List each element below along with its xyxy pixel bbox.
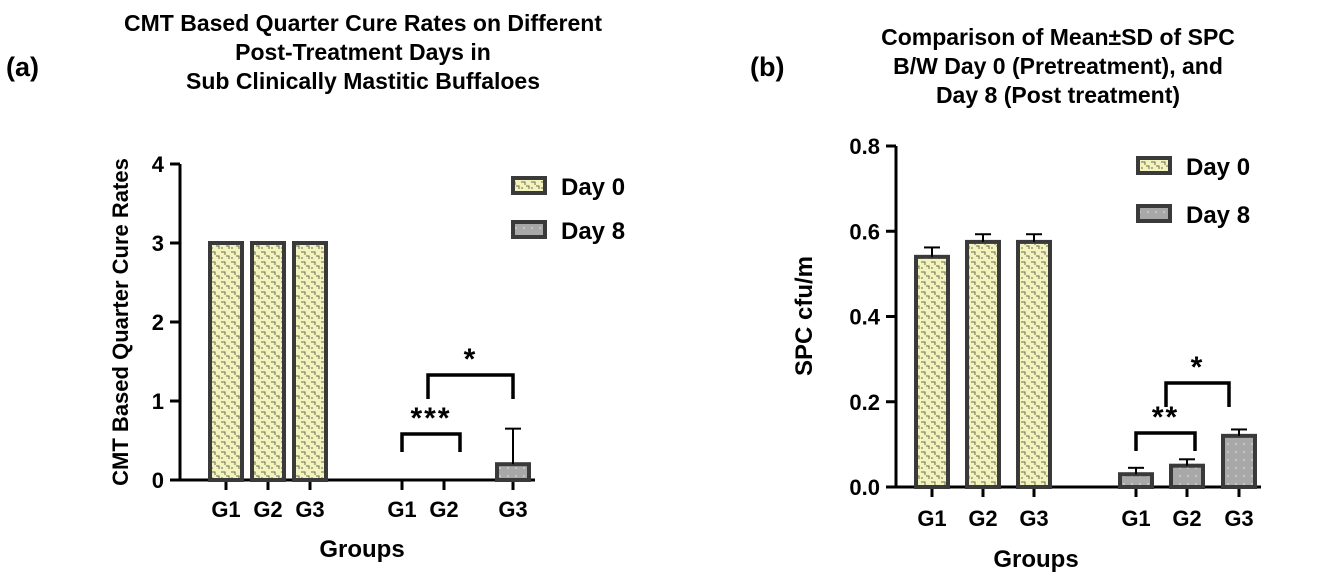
- panel-a-title-line-2: Post-Treatment Days in: [235, 39, 491, 65]
- panel-b-x-tick-label: G3: [1224, 506, 1253, 531]
- panel-a-y-tick-label: 4: [152, 152, 165, 177]
- panel-b-x-tick-label: G1: [917, 506, 946, 531]
- panel-a-legend-swatch-day-8: [511, 220, 547, 239]
- panel-a-label: (a): [6, 52, 39, 82]
- panel-a-x-tick-label: G2: [429, 497, 458, 522]
- panel-a-bar-day-0-g2: [250, 241, 286, 482]
- panel-b-bar-day-0-g3: [1016, 239, 1052, 489]
- panel-a-significance-label: *: [464, 343, 478, 376]
- panel-b-legend-swatch-day-0: [1136, 156, 1172, 175]
- panel-a-significance-bracket: [426, 373, 515, 399]
- panel-b-y-tick-label: 0.0: [849, 475, 880, 500]
- panel-b-bar-day-8-g1: [1118, 472, 1154, 489]
- panel-b-significance-bracket: [1134, 431, 1197, 451]
- panel-b-y-axis-label: SPC cfu/m: [791, 256, 818, 376]
- panel-b-legend-swatch-day-8: [1136, 204, 1172, 223]
- panel-a-x-tick-label: G1: [387, 497, 416, 522]
- panel-b-x-tick-label: G3: [1019, 506, 1048, 531]
- panel-a-legend-swatch-day-0: [511, 176, 547, 195]
- panel-a-bar-day-0-g1: [208, 241, 244, 482]
- panel-b-bar-day-0-g2: [965, 239, 1001, 489]
- panel-b-x-tick-label: G1: [1121, 506, 1150, 531]
- panel-a-x-tick-label: G2: [253, 497, 282, 522]
- panel-a-significance-label: ***: [410, 402, 451, 435]
- panel-b-bar-day-8-g3: [1221, 433, 1257, 490]
- panel-b-bar-day-8-g2: [1169, 463, 1205, 489]
- panel-a-bar-day-0-g3: [292, 241, 328, 482]
- panel-b-y-tick-label: 0.6: [849, 219, 880, 244]
- panel-b-title-line-1: Comparison of Mean±SD of SPC: [881, 24, 1235, 50]
- panel-a-y-tick-label: 0: [152, 468, 164, 493]
- panel-b-title-line-2: B/W Day 0 (Pretreatment), and: [893, 53, 1223, 79]
- panel-a-y-axis-label: CMT Based Quarter Cure Rates: [108, 158, 133, 486]
- panel-a-title-line-3: Sub Clinically Mastitic Buffaloes: [186, 68, 540, 94]
- panel-a-bar-day-8-g3: [495, 462, 531, 483]
- panel-a-title-line-1: CMT Based Quarter Cure Rates on Differen…: [124, 10, 602, 36]
- panel-a-y-tick-label: 1: [152, 389, 164, 414]
- panel-a-x-tick-label: G3: [295, 497, 324, 522]
- panel-a-y-tick-label: 3: [152, 231, 164, 256]
- panel-b-label: (b): [750, 52, 784, 82]
- panel-b: (b) Comparison of Mean±SD of SPC B/W Day…: [750, 24, 1261, 573]
- panel-b-x-tick-label: G2: [968, 506, 997, 531]
- panel-b-legend-label-day-0: Day 0: [1186, 154, 1250, 181]
- panel-a-legend-label-day-0: Day 0: [561, 174, 625, 201]
- panel-a-x-axis-label: Groups: [319, 536, 404, 563]
- panel-b-legend-label-day-8: Day 8: [1186, 202, 1250, 229]
- panel-b-significance-bracket: [1164, 381, 1231, 407]
- panel-b-bar-day-0-g1: [914, 254, 950, 490]
- panel-b-y-tick-label: 0.2: [849, 390, 880, 415]
- panel-b-x-axis-label: Groups: [993, 546, 1078, 573]
- panel-a-significance-bracket: [400, 432, 462, 452]
- panel-b-x-tick-label: G2: [1172, 506, 1201, 531]
- panel-a-y-tick-label: 2: [152, 310, 164, 335]
- panel-b-y-tick-label: 0.4: [849, 305, 880, 330]
- panel-b-title-line-3: Day 8 (Post treatment): [936, 82, 1180, 108]
- panel-a-x-tick-label: G1: [211, 497, 240, 522]
- panel-b-significance-label: *: [1191, 351, 1205, 384]
- panel-a: (a) CMT Based Quarter Cure Rates on Diff…: [6, 10, 625, 563]
- panel-b-y-tick-label: 0.8: [849, 134, 880, 159]
- panel-a-legend-label-day-8: Day 8: [561, 218, 625, 245]
- panel-a-x-tick-label: G3: [498, 497, 527, 522]
